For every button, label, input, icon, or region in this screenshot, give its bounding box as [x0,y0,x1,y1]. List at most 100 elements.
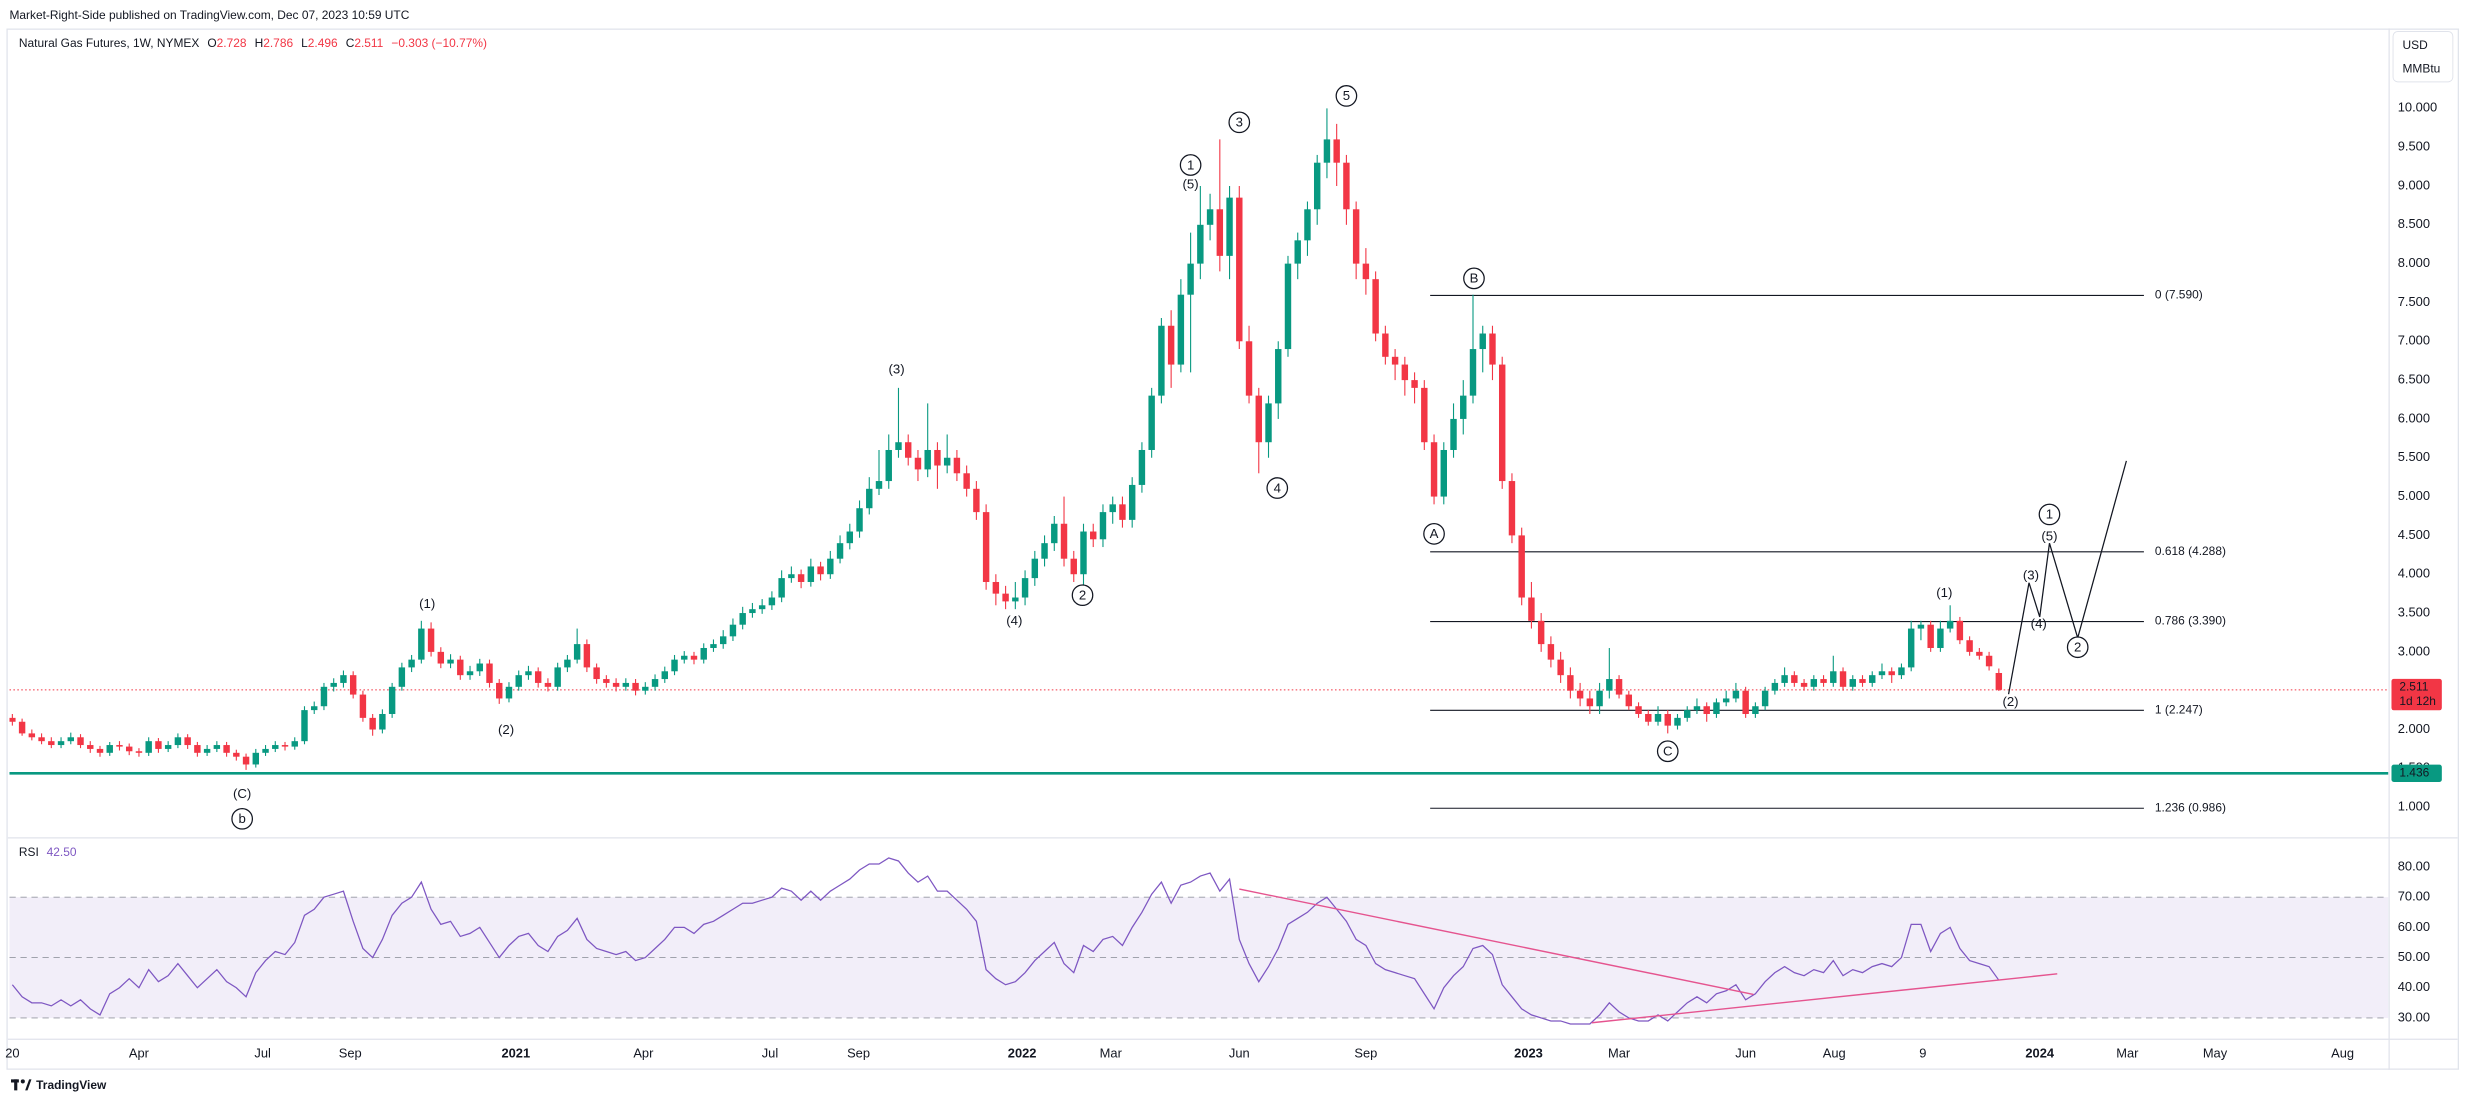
last-price-label: 2.511 [2399,680,2428,694]
candle-body [1703,706,1710,714]
candle-body [797,574,805,582]
x-tick-label: Mar [1100,1046,1123,1061]
candle-body [1596,690,1603,707]
rsi-tick-label: 60.00 [2398,919,2430,934]
candle-body [427,628,435,652]
candle-body [905,442,912,458]
candle-body [778,578,785,598]
fib-label: 1.236 (0.986) [2155,800,2226,814]
candle-body [768,597,776,606]
candle-body [1791,675,1798,683]
y-tick-label: 4.500 [2398,527,2430,542]
candle-body [1391,356,1399,365]
y-tick-label: 8.000 [2398,255,2430,270]
unit-box[interactable] [2392,31,2454,83]
candle-body [953,457,961,474]
candle-body [340,675,347,683]
candle-body [1576,690,1584,699]
candle-body [856,508,863,532]
candle-body [233,752,240,757]
wave-label: B [1470,271,1479,286]
rsi-tick-label: 30.00 [2398,1009,2430,1024]
candle-body [681,655,688,660]
candle-body [77,737,84,746]
candle-body [1352,209,1360,264]
y-tick-label: 4.000 [2398,566,2430,581]
wave-label: (4) [1006,613,1022,628]
candle-body [749,609,756,614]
candle-body [934,449,941,466]
ohlc-value: 2.496 [308,36,338,50]
candle-body [895,442,902,450]
wave-label: 4 [1274,480,1281,495]
wave-circle [1463,267,1485,290]
candle-body [924,449,931,470]
ohlc-key: H [255,36,264,50]
projection-line [2007,460,2127,695]
candle-body [1528,597,1535,621]
candle-body [1051,523,1058,544]
wave-label: 1 [1187,157,1194,172]
candle-body [164,745,172,749]
candle-body [1567,675,1574,691]
candle-body [505,686,513,699]
candle-body [1498,364,1506,482]
candle-body [57,741,65,746]
candle-body [1138,449,1146,485]
candle-body [388,686,396,714]
rsi-legend: RSI 42.50 [19,845,77,859]
candle-body [96,748,104,753]
ohlc-key: C [346,36,355,50]
candle-body [1907,628,1915,668]
candle-body [788,574,795,579]
candle-body [1674,717,1681,726]
candle-body [1226,197,1233,256]
fib-label: 0.618 (4.288) [2155,544,2226,558]
y-tick-label: 9.500 [2398,139,2430,154]
candle-body [1002,593,1009,602]
candle-body [437,651,445,664]
candle-body [9,717,16,722]
candle-body [1781,675,1788,683]
x-tick-label: May [2203,1046,2228,1061]
candle-body [1800,682,1808,687]
candle-body [1898,667,1905,676]
y-tick-label: 8.500 [2398,216,2430,231]
candle-body [836,543,844,559]
rsi-tick-label: 40.00 [2398,979,2430,994]
wave-label: 2 [2074,639,2081,654]
price-pane: 0 (7.590) 0.618 (4.288) 0.786 (3.390) 1 (2.… [9,85,2389,830]
candle-body [1722,698,1730,703]
candle-body [807,566,815,582]
candle-body [369,717,376,730]
change: −0.303 (−10.77%) [391,36,487,50]
candle-body [106,745,113,753]
candle-body [184,737,191,746]
candle-body [1888,671,1895,676]
wave-label: (C) [233,786,251,801]
y-tick-label: 3.000 [2398,643,2430,658]
wave-label: 5 [1343,88,1350,103]
candle-body [418,628,425,660]
wave-label: 3 [1236,115,1243,130]
rsi-tick-label: 70.00 [2398,889,2430,904]
candle-body [1323,139,1331,163]
rsi-tick-label: 80.00 [2398,858,2430,873]
candle-body [1090,531,1097,540]
x-tick-label: 2023 [1514,1046,1543,1061]
candle-body [914,457,922,470]
candle-body [1313,162,1321,210]
candle-body [1021,578,1029,598]
candle-body [486,663,493,683]
candle-body [1976,651,1983,656]
x-tick-label: Apr [129,1046,150,1061]
candle-body [135,751,143,753]
wave-label: C [1663,744,1673,759]
candle-body [116,745,123,747]
y-tick-label: 5.000 [2398,488,2430,503]
candle-body [1956,620,1964,641]
wave-label: (1) [419,596,435,611]
wave-circle [1266,477,1289,499]
currency: USD [2402,38,2428,52]
